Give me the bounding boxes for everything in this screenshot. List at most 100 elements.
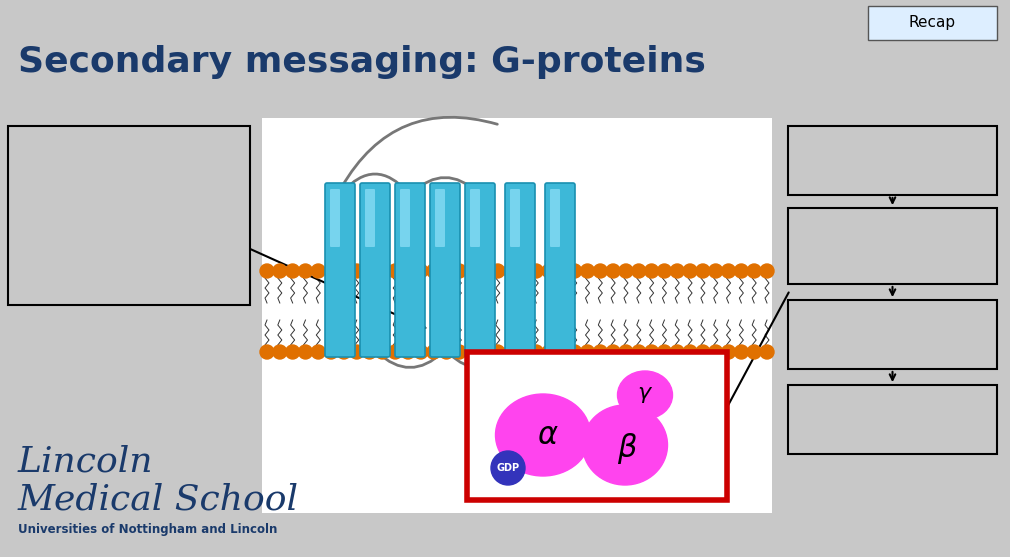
Circle shape: [401, 264, 415, 278]
Circle shape: [491, 451, 525, 485]
Text: Recap: Recap: [908, 16, 955, 31]
FancyBboxPatch shape: [788, 126, 997, 195]
Circle shape: [747, 345, 762, 359]
Circle shape: [696, 345, 710, 359]
Circle shape: [709, 264, 723, 278]
Circle shape: [388, 264, 402, 278]
FancyBboxPatch shape: [430, 183, 460, 357]
Circle shape: [734, 345, 748, 359]
Circle shape: [273, 345, 287, 359]
FancyBboxPatch shape: [788, 300, 997, 369]
FancyBboxPatch shape: [400, 189, 410, 247]
Text: of: of: [172, 208, 190, 227]
Circle shape: [516, 345, 530, 359]
Circle shape: [504, 345, 517, 359]
Circle shape: [619, 345, 633, 359]
Circle shape: [286, 345, 300, 359]
Circle shape: [542, 345, 557, 359]
Circle shape: [466, 264, 479, 278]
Text: Lincoln: Lincoln: [18, 445, 154, 479]
FancyBboxPatch shape: [465, 183, 495, 357]
Circle shape: [466, 345, 479, 359]
Circle shape: [593, 345, 607, 359]
Circle shape: [491, 345, 505, 359]
Circle shape: [273, 264, 287, 278]
Circle shape: [683, 264, 697, 278]
Circle shape: [709, 345, 723, 359]
Circle shape: [734, 264, 748, 278]
Circle shape: [644, 345, 659, 359]
Circle shape: [349, 264, 364, 278]
Text: Alpha subunit is: Alpha subunit is: [823, 224, 963, 242]
FancyBboxPatch shape: [325, 183, 355, 357]
Circle shape: [721, 345, 735, 359]
Circle shape: [644, 264, 659, 278]
Circle shape: [619, 264, 633, 278]
FancyBboxPatch shape: [467, 352, 727, 500]
Text: have: have: [910, 139, 958, 157]
Circle shape: [683, 345, 697, 359]
Text: GDP-bound =: GDP-bound =: [830, 312, 954, 330]
Circle shape: [568, 345, 582, 359]
Text: Universities of Nottingham and Lincoln: Universities of Nottingham and Lincoln: [18, 524, 278, 536]
Text: G-proteins have: G-proteins have: [823, 139, 963, 157]
Circle shape: [529, 264, 543, 278]
Text: to the: to the: [83, 178, 138, 198]
Circle shape: [414, 264, 428, 278]
Text: is: is: [927, 224, 947, 242]
Circle shape: [376, 264, 390, 278]
Circle shape: [376, 345, 390, 359]
Circle shape: [554, 264, 569, 278]
FancyBboxPatch shape: [550, 189, 560, 247]
Circle shape: [478, 345, 492, 359]
Circle shape: [760, 264, 774, 278]
Text: $\gamma$: $\gamma$: [637, 385, 653, 405]
Circle shape: [581, 264, 595, 278]
Text: GTP-bound =: GTP-bound =: [832, 398, 952, 416]
Circle shape: [542, 264, 557, 278]
FancyBboxPatch shape: [262, 118, 772, 513]
Circle shape: [349, 345, 364, 359]
Circle shape: [452, 345, 467, 359]
Circle shape: [721, 264, 735, 278]
Text: activated: activated: [846, 423, 938, 442]
Circle shape: [363, 264, 377, 278]
Circle shape: [478, 264, 492, 278]
Text: a: a: [865, 250, 881, 268]
Circle shape: [337, 345, 350, 359]
Circle shape: [363, 345, 377, 359]
Circle shape: [529, 345, 543, 359]
Circle shape: [311, 345, 325, 359]
Circle shape: [671, 345, 684, 359]
Text: terminus: terminus: [72, 208, 167, 227]
Circle shape: [426, 264, 440, 278]
Text: Alpha subunit is: Alpha subunit is: [823, 224, 963, 242]
Circle shape: [658, 264, 672, 278]
Text: Secondary messaging: G-proteins: Secondary messaging: G-proteins: [18, 45, 706, 79]
Text: GPCR: GPCR: [100, 243, 158, 262]
Circle shape: [426, 345, 440, 359]
FancyBboxPatch shape: [330, 189, 340, 247]
Circle shape: [671, 264, 684, 278]
Circle shape: [452, 264, 467, 278]
Circle shape: [593, 264, 607, 278]
Circle shape: [658, 345, 672, 359]
Ellipse shape: [617, 371, 673, 419]
Circle shape: [337, 264, 350, 278]
Circle shape: [299, 264, 312, 278]
Circle shape: [491, 264, 505, 278]
Text: three subunits: three subunits: [829, 164, 955, 183]
FancyBboxPatch shape: [470, 189, 480, 247]
Text: G-proteins have: G-proteins have: [823, 139, 963, 157]
Circle shape: [260, 264, 274, 278]
Text: G-proteins: G-proteins: [74, 150, 185, 169]
FancyBboxPatch shape: [868, 6, 997, 40]
Circle shape: [606, 264, 620, 278]
Circle shape: [286, 264, 300, 278]
Text: $\beta$: $\beta$: [617, 431, 637, 466]
Text: GDP: GDP: [497, 463, 519, 473]
Text: G-proteins: G-proteins: [840, 139, 943, 157]
Circle shape: [439, 264, 453, 278]
Circle shape: [299, 345, 312, 359]
Circle shape: [388, 345, 402, 359]
